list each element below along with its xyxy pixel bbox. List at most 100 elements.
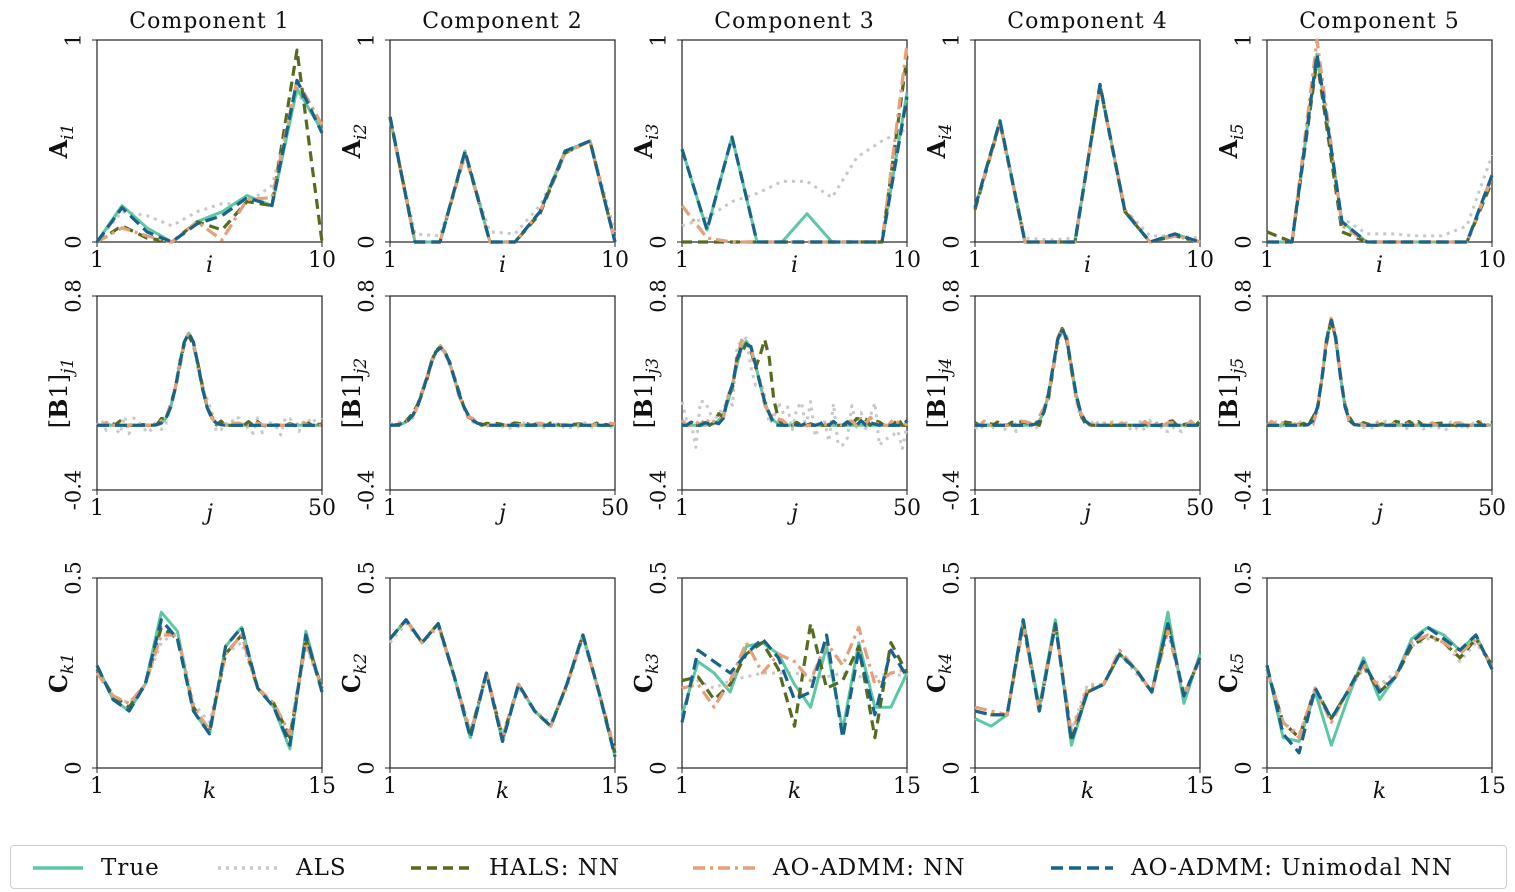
panel-9-ytick-label: 0.8 xyxy=(940,279,964,312)
panel-11-xlabel: k xyxy=(203,779,216,804)
panel-11-ylabel: Ck1 xyxy=(44,653,78,693)
panel-5-title: Component 5 xyxy=(1299,9,1459,34)
panel-3-ytick-label: 1 xyxy=(647,33,671,46)
panel-3-xlabel: i xyxy=(791,253,798,278)
panel-3-series-aoadmm_uni xyxy=(680,96,909,244)
panel-13-series-aoadmm_nn xyxy=(681,625,908,709)
legend-swatch-aoadmm-unimodal xyxy=(1051,866,1113,870)
panel-6-xtick-label: 1 xyxy=(90,496,104,521)
panel-10-xtick-label: 50 xyxy=(1478,496,1506,521)
panel-3-frame xyxy=(681,39,908,243)
panel-8-ylabel: [B1]j3 xyxy=(629,358,663,428)
panel-2-xtick-label: 1 xyxy=(383,248,397,273)
panel-12-ylabel: Ck2 xyxy=(337,653,371,693)
panel-3-ytick-label: 0 xyxy=(647,235,671,248)
panel-8-xtick-label: 1 xyxy=(675,496,689,521)
panel-3-xtick-label: 1 xyxy=(675,248,689,273)
panel-5-ytick-label: 1 xyxy=(1232,33,1256,46)
panel-7-ylabel: [B1]j2 xyxy=(337,358,371,428)
panel-15-xlabel: k xyxy=(1373,779,1386,804)
panel-9-series-als xyxy=(974,329,1201,434)
panel-11-frame xyxy=(96,577,323,769)
panel-1-xlabel: i xyxy=(206,253,213,278)
panel-3-xtick-label: 10 xyxy=(893,248,921,273)
panel-13-series-aoadmm_uni xyxy=(680,633,909,740)
panel-14-ytick-label: 0.5 xyxy=(940,561,964,594)
panel-3-series-hals xyxy=(682,55,909,244)
panel-15-ytick-label: 0 xyxy=(1232,761,1256,774)
legend-swatch-true xyxy=(33,866,83,870)
panel-12-xtick-label: 1 xyxy=(383,774,397,799)
panel-1-ytick-label: 0 xyxy=(62,235,86,248)
panel-10-xlabel: j xyxy=(1371,501,1383,526)
panel-1-series-aoadmm_nn xyxy=(96,78,324,244)
panel-11-series-aoadmm_nn xyxy=(95,633,324,736)
panel-3-series-als xyxy=(681,127,908,228)
panel-4-series-aoadmm_uni xyxy=(973,82,1201,244)
panel-14-xlabel: k xyxy=(1081,779,1094,804)
panel-13-xtick-label: 1 xyxy=(675,774,689,799)
panel-3-series-aoadmm_nn xyxy=(680,43,909,244)
panel-3-title: Component 3 xyxy=(714,9,874,34)
panel-13-series-true xyxy=(680,641,909,732)
panel-6-xlabel: j xyxy=(201,501,213,526)
legend-label-true: True xyxy=(101,855,160,881)
panel-13-series-hals xyxy=(681,622,909,740)
panel-4-frame xyxy=(974,39,1201,243)
panel-6-ylabel: [B1]j1 xyxy=(44,358,78,428)
panel-12-ytick-label: 0.5 xyxy=(355,561,379,594)
panel-9-series-aoadmm_uni xyxy=(975,326,1200,427)
panel-7-xtick-label: 1 xyxy=(383,496,397,521)
panel-4-ylabel: Ai4 xyxy=(922,124,956,160)
panel-8-series-aoadmm_uni xyxy=(682,342,909,427)
panel-2-series-als xyxy=(388,120,617,238)
panel-11-series-aoadmm_uni xyxy=(95,618,324,747)
panel-5-series-als xyxy=(1266,58,1494,244)
panel-5-ylabel: Ai5 xyxy=(1214,124,1248,160)
panel-9-xtick-label: 1 xyxy=(968,496,982,521)
panel-4-title: Component 4 xyxy=(1007,9,1167,34)
panel-15-series-aoadmm_uni xyxy=(1265,625,1494,755)
panel-15-series-als xyxy=(1265,637,1494,736)
panel-13-xtick-label: 15 xyxy=(893,774,921,799)
panel-4-series-als xyxy=(973,85,1201,242)
panel-10-series-true xyxy=(1267,318,1492,427)
panel-1-title: Component 1 xyxy=(129,9,289,34)
panel-5-series-aoadmm_uni xyxy=(1267,52,1494,244)
legend-item-als: ALS xyxy=(218,846,347,890)
panel-9-series-hals xyxy=(974,327,1202,427)
panel-6-series-als xyxy=(95,332,324,437)
panel-1-series-hals xyxy=(96,48,324,244)
panel-2-series-aoadmm_uni xyxy=(388,116,617,244)
panel-4-xtick-label: 1 xyxy=(968,248,982,273)
panel-15-ylabel: Ck5 xyxy=(1214,653,1248,693)
legend-swatch-aoadmm-nn xyxy=(693,866,755,870)
legend-label-aoadmm-nn: AO-ADMM: NN xyxy=(773,855,966,881)
legend-item-hals: HALS: NN xyxy=(411,846,620,890)
panel-2-xlabel: i xyxy=(499,253,506,278)
panel-1-ytick-label: 1 xyxy=(62,33,86,46)
panel-10-series-aoadmm_nn xyxy=(1265,317,1493,427)
panel-14-series-aoadmm_nn xyxy=(974,622,1202,736)
panel-6-frame xyxy=(96,295,323,491)
panel-7-series-aoadmm_uni xyxy=(389,346,615,427)
legend: True ALS HALS: NN AO-ADMM: NN AO-ADMM: U… xyxy=(10,845,1507,889)
legend-swatch-als xyxy=(218,866,278,870)
panel-12-ytick-label: 0 xyxy=(355,761,379,774)
panel-11-xtick-label: 15 xyxy=(308,774,336,799)
panel-5-xtick-label: 10 xyxy=(1478,248,1506,273)
panel-1-frame xyxy=(96,39,323,243)
panel-15-series-aoadmm_nn xyxy=(1265,633,1494,740)
panel-10-series-hals xyxy=(1267,316,1493,427)
panel-4-ytick-label: 0 xyxy=(940,235,964,248)
panel-8-xlabel: j xyxy=(786,501,798,526)
panel-14-xtick-label: 15 xyxy=(1186,774,1214,799)
panel-14-ylabel: Ck4 xyxy=(922,653,956,693)
panel-1-xtick-label: 10 xyxy=(308,248,336,273)
panel-6-series-aoadmm_nn xyxy=(97,330,322,427)
panel-14-ytick-label: 0 xyxy=(940,761,964,774)
panel-10-ytick-label: 0.8 xyxy=(1232,279,1256,312)
panel-7-ytick-label: 0.8 xyxy=(355,279,379,312)
panel-13-series-als xyxy=(681,671,908,690)
legend-swatch-hals xyxy=(411,866,471,870)
